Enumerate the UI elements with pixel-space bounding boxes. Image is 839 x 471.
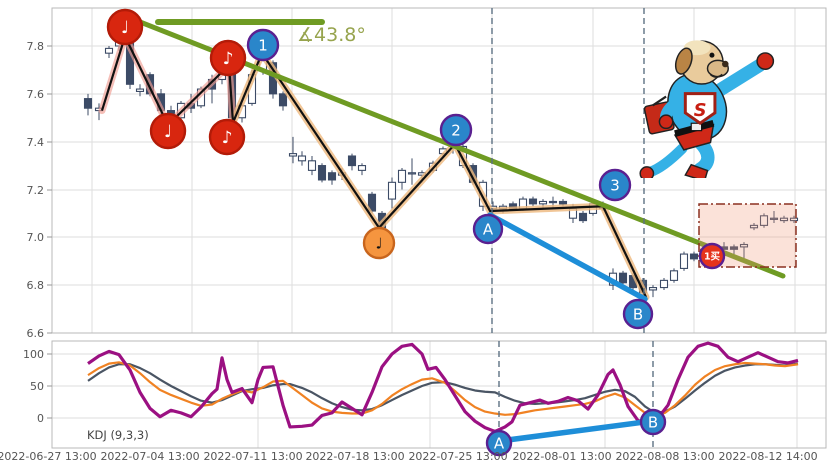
candle-body	[357, 165, 367, 171]
y-axis-label: 7.6	[27, 88, 45, 101]
panel-border	[51, 340, 827, 449]
candle-body	[648, 287, 658, 291]
kdj-ab-trendline	[497, 418, 655, 444]
mascot-shield-letter: S	[694, 101, 707, 121]
candle-body	[669, 270, 679, 281]
marker-blue-A	[472, 213, 504, 245]
candle-body	[548, 200, 558, 204]
kdj-line-J	[87, 341, 799, 434]
candle-body	[618, 272, 628, 284]
marker-label: 1买	[704, 251, 721, 262]
marker-label: ♩	[375, 234, 382, 252]
candle-body	[789, 217, 799, 222]
marker-orange-♩	[362, 226, 396, 260]
candle-body	[739, 243, 749, 248]
marker-label: 2	[451, 121, 461, 139]
marker-label: A	[494, 434, 505, 452]
kdj-indicator-lines	[87, 341, 799, 434]
candle-body	[769, 217, 779, 220]
mascot-dog-body	[639, 40, 775, 178]
marker-red-♪	[208, 118, 246, 156]
candle-body	[317, 165, 327, 181]
candle-body	[689, 253, 699, 260]
marker-label: ♩	[121, 18, 129, 38]
candle-body	[659, 279, 669, 289]
marker-blue-3	[598, 168, 632, 202]
y-axis-label: 7.2	[27, 184, 45, 197]
x-axis-label: 2022-07-11 13:00	[203, 450, 302, 463]
zigzag-glow-orange	[229, 49, 650, 301]
marker-buy-1买	[698, 242, 726, 270]
marker-label: ♪	[222, 128, 233, 148]
marker-red-♩	[106, 8, 144, 46]
x-axis-label: 2022-08-01 13:00	[512, 450, 611, 463]
candle-body	[104, 47, 114, 54]
candle-body	[679, 253, 689, 269]
kdj-panel-label: KDJ (9,3,3)	[87, 428, 149, 442]
y-axis-label: 6.8	[27, 279, 45, 292]
kdj-line-D	[87, 361, 799, 418]
candle-body	[288, 153, 298, 157]
candle-body	[558, 200, 568, 205]
buy-signal-box	[698, 203, 797, 268]
candle-body	[749, 224, 759, 229]
marker-label: 3	[610, 176, 620, 194]
signal-markers: ♩ ♩ ♪ ♪ ♩ 1 2 3 A B 1买 A B	[106, 8, 726, 457]
x-axis-label: 2022-07-04 13:00	[100, 450, 199, 463]
candle-body	[578, 212, 588, 222]
x-axis-label: 2022-07-25 13:00	[408, 450, 507, 463]
angle-annotation-label: ∡43.8°	[297, 24, 366, 46]
y-axis-label: 6.6	[27, 327, 45, 340]
candle-body	[759, 215, 769, 226]
candle-body	[729, 246, 739, 250]
main-ab-trendline	[487, 212, 648, 302]
marker-blue-B	[639, 408, 667, 436]
axis-labels: 7.8 7.6 7.4 7.2 7.0 6.8 6.6 100 50 0 2022-06-27 13…	[0, 40, 818, 463]
candle-body	[347, 155, 357, 167]
candle-body	[297, 155, 307, 162]
candle-body	[387, 181, 397, 200]
marker-blue-1	[246, 28, 280, 62]
candle-body	[83, 98, 93, 109]
panel-border	[51, 7, 827, 334]
candle-body	[538, 200, 548, 205]
mascot-superdog-illustration: S	[639, 40, 775, 178]
candle-body	[397, 169, 407, 183]
y-axis-label: 7.4	[27, 136, 45, 149]
marker-red-♩	[149, 112, 187, 150]
marker-red-♪	[209, 39, 247, 77]
marker-label: ♪	[223, 49, 234, 69]
x-axis-label: 2022-07-18 13:00	[305, 450, 404, 463]
candle-body	[779, 217, 789, 222]
candle-body	[327, 172, 337, 181]
x-axis-label: 2022-08-08 13:00	[615, 450, 714, 463]
candle-body	[528, 198, 538, 205]
marker-label: A	[483, 220, 494, 238]
y-axis-label: 100	[23, 348, 44, 361]
candle-body	[135, 88, 145, 92]
candle-body	[407, 172, 417, 175]
y-axis-label: 0	[37, 412, 44, 425]
marker-label: B	[648, 413, 658, 431]
candle-body	[367, 193, 377, 212]
marker-blue-2	[439, 113, 473, 147]
y-axis-label: 7.0	[27, 231, 45, 244]
marker-label: 1	[258, 36, 268, 54]
y-axis-label: 50	[30, 380, 44, 393]
candle-body	[307, 160, 317, 171]
marker-blue-B	[622, 298, 654, 330]
marker-label: B	[633, 305, 643, 323]
marker-label: ♩	[164, 122, 172, 142]
y-axis-label: 7.8	[27, 40, 45, 53]
marker-blue-A	[485, 429, 513, 457]
x-axis-label: 2022-08-12 14:00	[718, 450, 817, 463]
x-axis-label: 2022-06-27 13:00	[0, 450, 97, 463]
candle-body	[278, 93, 288, 107]
